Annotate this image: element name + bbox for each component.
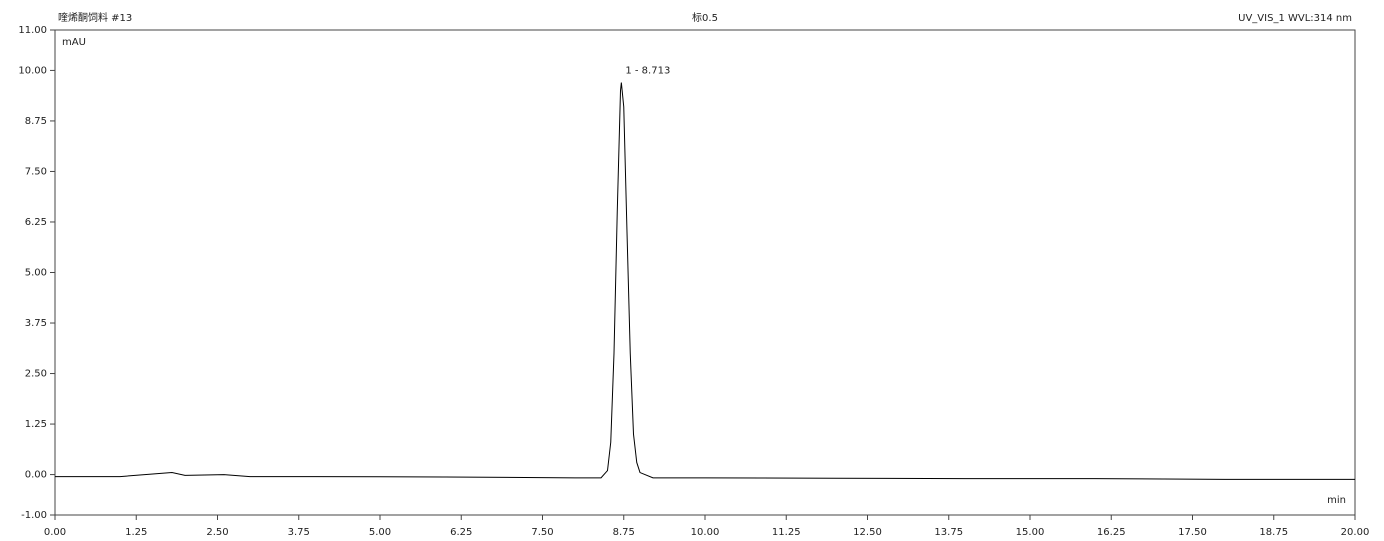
x-tick-label: 7.50 — [531, 527, 553, 538]
x-tick-label: 18.75 — [1259, 527, 1288, 538]
x-tick-label: 16.25 — [1097, 527, 1126, 538]
y-tick-label: 1.25 — [25, 419, 47, 430]
y-axis-label: mAU — [62, 37, 86, 48]
y-tick-label: -1.00 — [21, 510, 47, 521]
y-tick-label: 6.25 — [25, 217, 47, 228]
y-tick-label: 0.00 — [25, 470, 47, 481]
chromatogram-trace — [55, 82, 1355, 480]
x-tick-label: 1.25 — [125, 527, 147, 538]
plot-frame — [54, 29, 1356, 516]
x-tick-label: 2.50 — [206, 527, 228, 538]
y-tick-label: 7.50 — [25, 166, 47, 177]
detector-label: UV_VIS_1 WVL:314 nm — [1238, 13, 1352, 24]
x-tick-label: 0.00 — [44, 527, 66, 538]
y-tick-label: 11.00 — [18, 25, 47, 36]
x-tick-label: 11.25 — [772, 527, 801, 538]
y-tick-label: 3.75 — [25, 318, 47, 329]
x-tick-label: 5.00 — [369, 527, 391, 538]
y-tick-label: 10.00 — [18, 65, 47, 76]
x-tick-label: 6.25 — [450, 527, 472, 538]
peak-label: 1 - 8.713 — [625, 66, 670, 77]
x-axis-label: min — [1327, 495, 1346, 506]
x-tick-label: 8.75 — [613, 527, 635, 538]
x-tick-label: 12.50 — [853, 527, 882, 538]
chart-subtitle: 标0.5 — [692, 12, 718, 24]
chart-title: 喹烯酮饲料 #13 — [58, 11, 132, 24]
x-tick-label: 15.00 — [1016, 527, 1045, 538]
y-tick-label: 5.00 — [25, 268, 47, 279]
x-tick-label: 10.00 — [691, 527, 720, 538]
x-tick-label: 13.75 — [934, 527, 963, 538]
y-tick-label: 2.50 — [25, 369, 47, 380]
x-tick-label: 3.75 — [288, 527, 310, 538]
y-tick-label: 8.75 — [25, 116, 47, 127]
x-tick-label: 17.50 — [1178, 527, 1207, 538]
x-tick-label: 20.00 — [1341, 527, 1370, 538]
